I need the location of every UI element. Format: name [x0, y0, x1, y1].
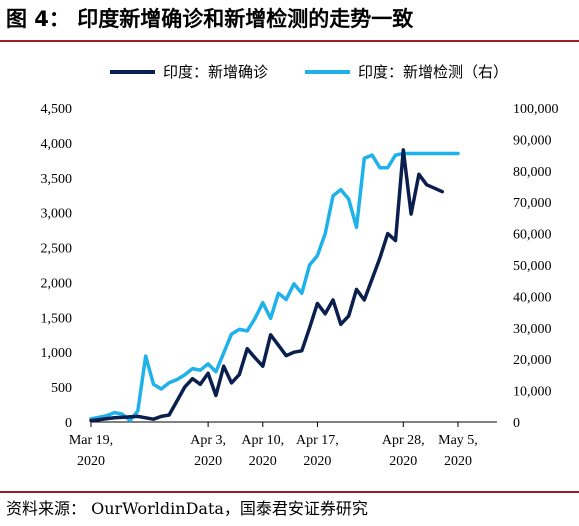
- figure-title: 图 4： 印度新增确诊和新增检测的走势一致: [6, 7, 414, 31]
- x-tick-label-year: 2020: [77, 454, 105, 469]
- y-right-tick-label: 40,000: [513, 290, 552, 305]
- y-left-tick-label: 500: [51, 381, 72, 396]
- y-left-tick-label: 4,500: [41, 102, 73, 117]
- y-right-tick-label: 0: [513, 416, 520, 431]
- source-rule: [0, 491, 579, 493]
- y-left-tick-label: 0: [65, 416, 72, 431]
- x-tick-label-year: 2020: [194, 454, 222, 469]
- y-left-tick-label: 3,000: [41, 207, 73, 222]
- x-tick-label-year: 2020: [444, 454, 472, 469]
- chart: 印度：新增确诊 印度：新增检测（右） 0 500 1,000 1,500 2,000 2,…: [41, 63, 559, 469]
- series-line-confirmed: [89, 148, 445, 423]
- source-note: 资料来源： OurWorldinData，国泰君安证券研究: [6, 499, 368, 518]
- legend-label-tests: 印度：新增检测（右）: [358, 63, 508, 81]
- y-left-tick-label: 4,000: [41, 137, 73, 152]
- x-tick-label: Apr 3,: [190, 433, 226, 448]
- x-tick-label: Mar 19,: [69, 433, 113, 448]
- y-right-tick-label: 30,000: [513, 322, 552, 337]
- x-tick-label-year: 2020: [303, 454, 331, 469]
- x-tick-label-year: 2020: [249, 454, 277, 469]
- title-rule: [0, 40, 579, 42]
- y-right-tick-label: 60,000: [513, 228, 552, 243]
- y-left-tick-label: 1,000: [41, 346, 73, 361]
- x-tick-label: Apr 10,: [241, 433, 284, 448]
- x-tick-label-year: 2020: [389, 454, 417, 469]
- y-right-tick-label: 90,000: [513, 133, 552, 148]
- x-tick-label: Apr 28,: [382, 433, 425, 448]
- y-right-tick-label: 100,000: [513, 102, 559, 117]
- y-right-tick-label: 10,000: [513, 385, 552, 400]
- y-right-tick-label: 20,000: [513, 353, 552, 368]
- y-left-tick-label: 2,000: [41, 276, 73, 291]
- series-line-tests: [89, 151, 460, 423]
- plot-area: [89, 148, 460, 423]
- legend-label-confirmed: 印度：新增确诊: [163, 63, 268, 81]
- y-right-tick-label: 80,000: [513, 165, 552, 180]
- legend: 印度：新增确诊 印度：新增检测（右）: [110, 63, 508, 81]
- y-right-tick-label: 50,000: [513, 259, 552, 274]
- y-left-tick-label: 3,500: [41, 172, 73, 187]
- axes: 0 500 1,000 1,500 2,000 2,500 3,000 3,500 4,000 4…: [41, 102, 559, 469]
- y-right-tick-label: 70,000: [513, 196, 552, 211]
- x-tick-label: May 5,: [438, 433, 478, 448]
- y-left-tick-label: 2,500: [41, 242, 73, 257]
- x-tick-label: Apr 17,: [296, 433, 339, 448]
- y-left-tick-label: 1,500: [41, 311, 73, 326]
